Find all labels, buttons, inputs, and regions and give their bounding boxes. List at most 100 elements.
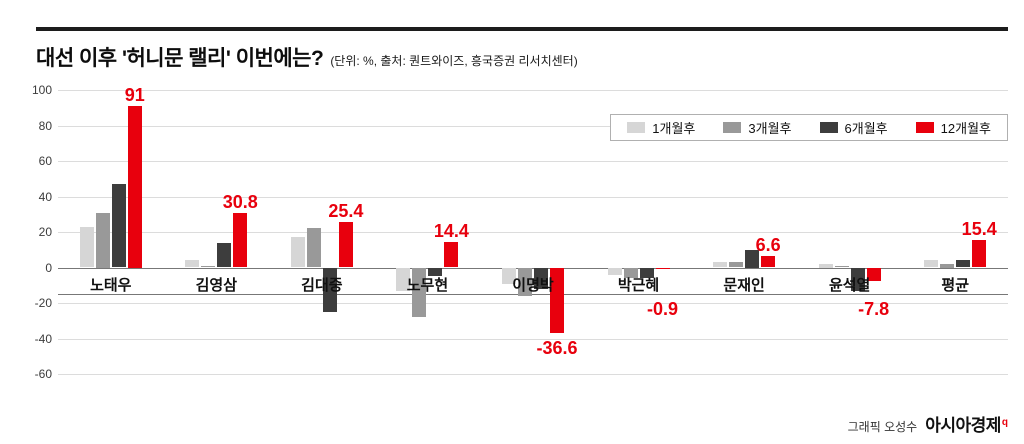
value-label-이명박: -36.6 [536,337,578,358]
category-label-평균: 평균 [941,276,970,294]
zero-axis-line [58,267,1008,269]
bar-group-노태우: 91 노태우 [58,85,164,374]
value-label-윤석열: -7.8 [858,298,890,319]
bar-12개월후-문재인 [761,255,776,268]
bar-1개월후-노무현 [396,267,411,291]
bar-group-김영삼: 30.8 김영삼 [164,90,270,374]
bar-12개월후-김대중 [338,222,353,268]
bar-3개월후-평균 [940,264,955,268]
bar-3개월후-박근혜 [623,267,638,279]
bar-6개월후-김대중 [322,267,337,312]
graphic-credit: 그래픽 오성수 [847,420,918,434]
legend-swatch [819,122,838,133]
bar-12개월후-박근혜 [655,267,670,270]
category-label-이명박: 이명박 [512,276,554,294]
y-axis-tick-label: -40 [34,331,52,346]
y-axis-tick-label: -60 [34,367,52,381]
category-label-노태우: 노태우 [90,276,132,294]
legend-swatch [627,122,646,133]
bar-12개월후-평균 [972,240,987,268]
bar-6개월후-김영삼 [217,242,232,268]
bar-1개월후-평균 [924,260,939,268]
bar-3개월후-문재인 [729,262,744,268]
bar-12개월후-김영삼 [233,212,248,268]
legend-label: 6개월후 [844,121,888,136]
bar-3개월후-윤석열 [834,265,849,268]
category-label-김대중: 김대중 [301,276,343,294]
top-divider-rule [36,27,1008,31]
category-label-노무현: 노무현 [406,276,449,294]
legend-item-1개월후: 1개월후 [627,118,695,137]
legend-label: 3개월후 [748,121,792,136]
gridline [58,90,1008,91]
bar-6개월후-이명박 [533,267,548,289]
gridline [58,303,1008,304]
footer-credit-line: 그래픽 오성수 아시아경제q [848,411,1008,436]
value-label-노무현: 14.4 [433,220,469,241]
bar-1개월후-김영삼 [185,260,200,268]
category-label-문재인: 문재인 [723,276,765,294]
bar-1개월후-김대중 [290,237,305,268]
bar-3개월후-김영삼 [201,265,216,268]
bar-group-이명박: -36.6 이명박 [480,90,586,374]
gridline [58,338,1008,340]
bar-1개월후-이명박 [501,267,516,284]
gridline [58,196,1008,198]
bar-group-윤석열: -7.8 윤석열 [797,90,903,374]
bar-1개월후-윤석열 [818,264,833,268]
bar-group-박근혜: -0.9 박근혜 [586,90,692,374]
bar-1개월후-노태우 [79,226,94,268]
legend-label: 12개월후 [940,121,991,136]
legend-item-12개월후: 12개월후 [915,118,991,137]
bar-12개월후-윤석열 [866,267,881,282]
bar-1개월후-박근혜 [607,267,622,275]
bar-6개월후-노태우 [111,184,126,268]
value-label-노태우: 91 [124,85,145,105]
bar-12개월후-노태우 [127,106,142,268]
bar-3개월후-노무현 [412,267,427,318]
chart-title: 대선 이후 '허니문 랠리' 이번에는? [36,47,324,70]
value-label-박근혜: -0.9 [647,298,679,319]
bar-group-평균: 15.4 평균 [902,90,1008,374]
bar-6개월후-문재인 [745,249,760,268]
bar-3개월후-노태우 [95,212,110,268]
bar-6개월후-박근혜 [639,267,654,279]
bar-group-노무현: 14.4 노무현 [375,90,481,374]
value-label-평균: 15.4 [961,219,997,240]
y-axis-tick-label: 80 [38,118,52,133]
legend-label: 1개월후 [652,121,696,136]
category-label-박근혜: 박근혜 [617,276,660,294]
legend-swatch [723,122,742,133]
bar-6개월후-윤석열 [850,267,865,291]
gridline [58,125,1008,127]
bar-group-김대중: 25.4 김대중 [269,90,375,374]
gridline [58,161,1008,162]
category-label-윤석열: 윤석열 [828,276,871,294]
value-label-김영삼: 30.8 [222,191,258,212]
category-band-line [58,293,1008,295]
bar-3개월후-이명박 [517,267,532,296]
bar-6개월후-평균 [956,260,971,268]
bar-12개월후-노무현 [444,241,459,268]
gridline [58,374,1008,375]
plot-area: 100 80 60 40 20 0 -20 -40 -60 91 노태우 30.8 김영삼 25.4 김대중… [32,83,1008,381]
y-axis-tick-label: 20 [38,225,52,239]
y-axis-tick-label: 0 [45,260,52,275]
y-axis-tick-label: 60 [38,154,52,168]
y-axis-tick-label: -20 [34,296,52,310]
publisher-logo-mark: q [1001,416,1008,428]
value-label-문재인: 6.6 [755,234,781,255]
y-axis-tick-label: 100 [31,83,52,97]
y-axis-tick-label: 40 [38,189,52,204]
chart-subtitle: (단위: %, 출처: 퀀트와이즈, 흥국증권 리서치센터) [330,54,578,68]
legend-item-6개월후: 6개월후 [819,118,888,137]
publisher-logo: 아시아경제 [925,416,1001,435]
bar-1개월후-문재인 [713,262,728,268]
bar-12개월후-이명박 [549,267,564,333]
category-label-김영삼: 김영삼 [195,276,238,294]
legend-item-3개월후: 3개월후 [723,118,792,137]
chart-header: 대선 이후 '허니문 랠리' 이번에는? (단위: %, 출처: 퀀트와이즈, 흥… [36,42,578,72]
bar-3개월후-김대중 [306,228,321,268]
bar-6개월후-노무현 [428,267,443,277]
